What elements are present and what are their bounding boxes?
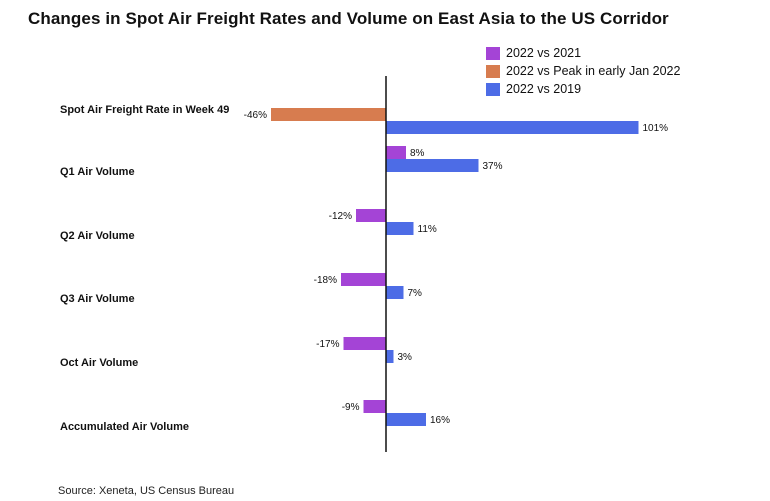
bar (386, 350, 394, 363)
data-label: 16% (430, 415, 450, 426)
bar (386, 413, 426, 426)
category-label: Spot Air Freight Rate in Week 49 (60, 104, 229, 116)
legend-swatch (486, 82, 500, 96)
source-note: Source: Xeneta, US Census Bureau (58, 485, 235, 497)
data-label: -17% (316, 339, 339, 350)
data-label: 7% (408, 288, 423, 299)
bar (386, 121, 639, 134)
bar (343, 337, 386, 350)
data-label: -18% (314, 275, 337, 286)
category-label: Oct Air Volume (60, 357, 138, 369)
legend: 2022 vs 2021 2022 vs Peak in early Jan 2… (486, 44, 680, 98)
category-label: Q2 Air Volume (60, 230, 135, 242)
legend-item-2022-vs-2019: 2022 vs 2019 (486, 80, 680, 98)
bar (271, 108, 386, 121)
legend-item-2022-vs-2021: 2022 vs 2021 (486, 44, 680, 62)
legend-label: 2022 vs 2021 (506, 46, 582, 60)
bar (386, 146, 406, 159)
bar (363, 400, 386, 413)
bar (356, 209, 386, 222)
chart-title: Changes in Spot Air Freight Rates and Vo… (28, 9, 669, 28)
bar (386, 286, 404, 299)
bar (341, 273, 386, 286)
data-label: 3% (398, 352, 413, 363)
data-label: -12% (329, 211, 352, 222)
data-label: 37% (483, 161, 503, 172)
data-label: 11% (418, 224, 437, 235)
data-label: -46% (244, 110, 267, 121)
data-label: 8% (410, 148, 425, 159)
category-label: Accumulated Air Volume (60, 421, 189, 433)
legend-swatch (486, 46, 500, 60)
legend-item-2022-vs-peak: 2022 vs Peak in early Jan 2022 (486, 62, 680, 80)
data-label: -9% (342, 402, 360, 413)
category-label: Q3 Air Volume (60, 293, 135, 305)
legend-label: 2022 vs Peak in early Jan 2022 (506, 64, 681, 78)
bar (386, 222, 414, 235)
legend-swatch (486, 64, 500, 78)
category-label: Q1 Air Volume (60, 166, 135, 178)
legend-label: 2022 vs 2019 (506, 82, 582, 96)
bar (386, 159, 479, 172)
data-label: 101% (643, 123, 669, 134)
